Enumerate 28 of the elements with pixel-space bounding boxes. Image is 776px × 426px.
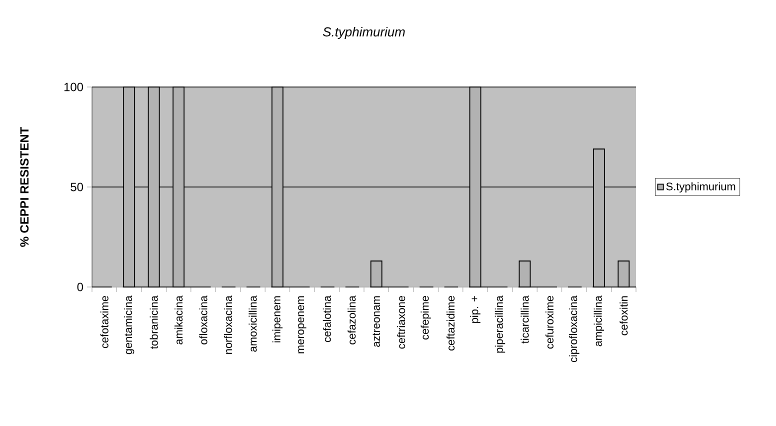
- x-tick-label: ceftazidime: [446, 296, 455, 350]
- x-tick-label: cefalotina: [322, 296, 331, 342]
- chart-title: S.typhimurium: [322, 26, 405, 40]
- y-axis-title: % CEPPI RESISTENT: [20, 127, 29, 247]
- x-tick-label: amikacina: [174, 296, 183, 344]
- x-tick-label: aztreonam: [372, 296, 380, 347]
- x-tick-label: meropenem: [298, 296, 306, 354]
- x-tick-label: tobranicina: [150, 296, 158, 349]
- x-tick-label: pip. +: [470, 296, 480, 323]
- x-tick-label: cefepime: [420, 296, 431, 340]
- y-tick-label: 0: [77, 282, 84, 292]
- x-tick-label: norfloxacina: [224, 296, 232, 354]
- x-tick-label: ofloxacina: [199, 296, 208, 344]
- y-tick-label: 50: [70, 182, 84, 192]
- x-tick-label: amoxicillina: [248, 296, 257, 352]
- y-tick-label: 100: [64, 82, 84, 92]
- x-tick-label: cefazolina: [348, 296, 356, 344]
- x-tick-label: cefoxitin: [620, 296, 628, 336]
- legend-label: S.typhimurium: [666, 182, 736, 192]
- x-tick-label: ampicillina: [594, 296, 604, 346]
- x-tick-label: cefuroxime: [545, 296, 554, 349]
- x-tick-label: ticarcillina: [520, 296, 529, 344]
- x-tick-label: ceftriaxone: [397, 296, 406, 349]
- x-tick-label: gentamicina: [124, 296, 134, 354]
- x-tick-label: cefotaxime: [100, 296, 108, 348]
- x-tick-label: piperacillina: [494, 296, 506, 353]
- x-tick-label: imipenem: [272, 296, 283, 342]
- x-tick-label: ciprofloxacina: [569, 296, 580, 362]
